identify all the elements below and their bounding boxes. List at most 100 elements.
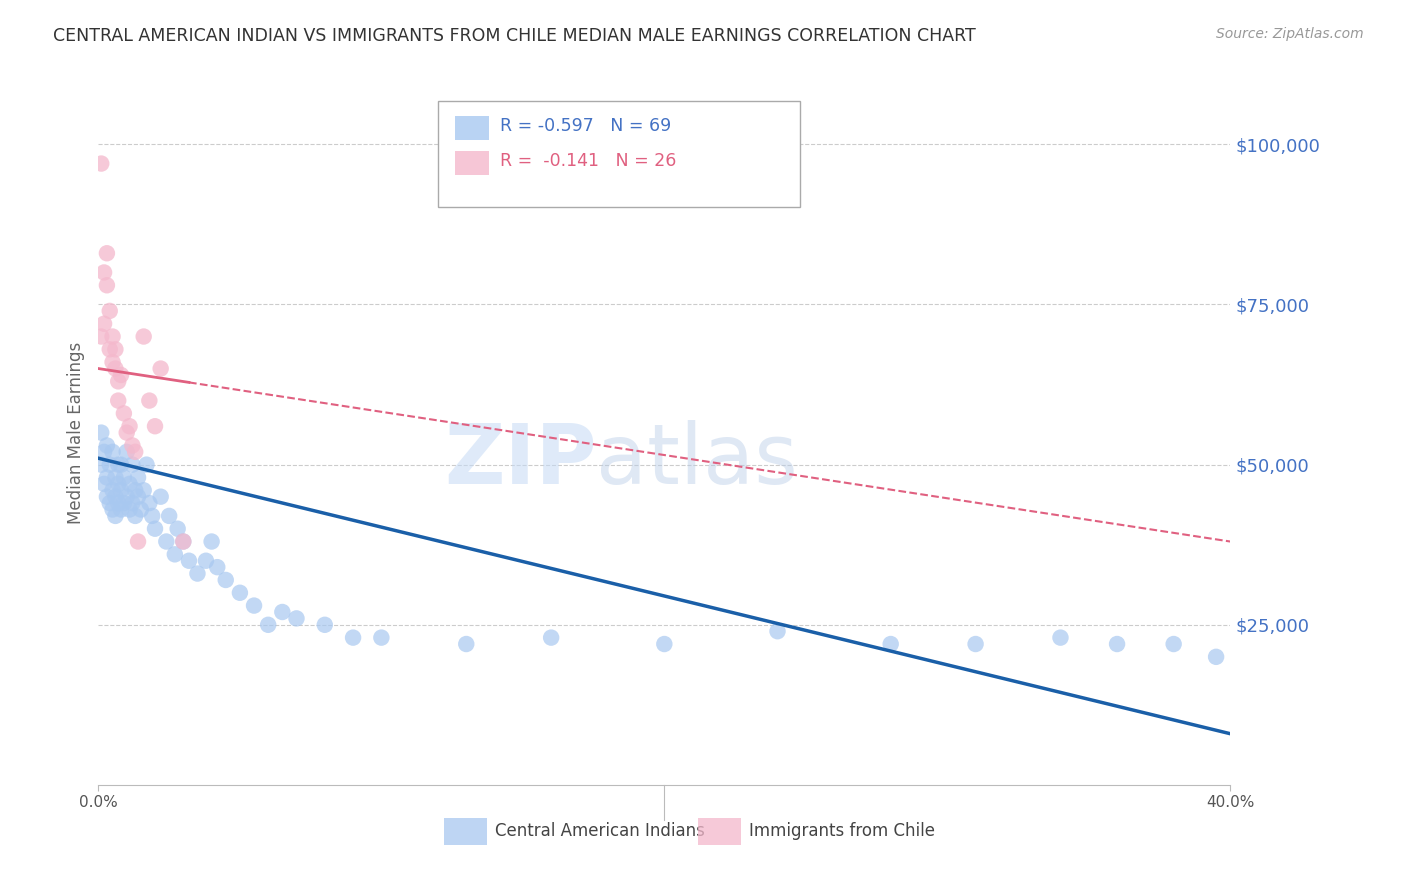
Point [96, 438, 118, 452]
Point [115, 445, 138, 459]
Point [271, 605, 294, 619]
Point [98, 458, 121, 472]
Point [314, 617, 336, 632]
Point [93, 476, 115, 491]
Point [112, 406, 135, 420]
Text: Source: ZipAtlas.com: Source: ZipAtlas.com [1216, 27, 1364, 41]
Point [163, 547, 186, 561]
Point [107, 458, 129, 472]
Point [143, 419, 166, 434]
Point [104, 490, 127, 504]
Point [118, 419, 141, 434]
Point [229, 586, 252, 600]
Point [98, 304, 121, 318]
Point [124, 508, 146, 523]
Point [101, 355, 124, 369]
Point [138, 496, 160, 510]
Point [127, 534, 149, 549]
Point [110, 502, 132, 516]
Point [118, 502, 141, 516]
Point [112, 496, 135, 510]
Point [107, 476, 129, 491]
Text: Central American Indians: Central American Indians [495, 822, 704, 840]
Point [129, 502, 152, 516]
Point [90, 329, 112, 343]
Bar [699, 818, 741, 845]
Point [115, 490, 138, 504]
Point [121, 496, 143, 510]
Point [101, 502, 124, 516]
Point [456, 637, 478, 651]
Point [112, 470, 135, 484]
Point [370, 631, 392, 645]
Text: Immigrants from Chile: Immigrants from Chile [749, 822, 935, 840]
Point [880, 637, 903, 651]
Point [127, 470, 149, 484]
Point [124, 483, 146, 498]
Point [1107, 637, 1129, 651]
Point [652, 637, 676, 651]
Point [257, 617, 280, 632]
Point [157, 508, 180, 523]
Point [93, 445, 115, 459]
Point [540, 631, 562, 645]
Point [138, 393, 160, 408]
Point [110, 368, 132, 382]
Point [121, 458, 143, 472]
Point [90, 425, 112, 440]
Point [118, 476, 141, 491]
Point [124, 445, 146, 459]
Point [207, 560, 229, 574]
Point [121, 438, 143, 452]
Point [101, 483, 124, 498]
Point [96, 246, 118, 260]
Point [285, 611, 308, 625]
Point [93, 265, 115, 279]
Point [115, 425, 138, 440]
FancyBboxPatch shape [439, 102, 800, 207]
Point [135, 458, 157, 472]
Y-axis label: Median Male Earnings: Median Male Earnings [66, 342, 84, 524]
Point [177, 554, 200, 568]
Point [172, 534, 194, 549]
Point [143, 522, 166, 536]
Point [172, 534, 194, 549]
Point [90, 458, 112, 472]
Point [149, 361, 172, 376]
Point [101, 329, 124, 343]
Point [166, 522, 188, 536]
Point [93, 317, 115, 331]
Point [104, 343, 127, 357]
Point [1163, 637, 1185, 651]
Point [90, 156, 112, 170]
Point [215, 573, 238, 587]
Text: R = -0.597   N = 69: R = -0.597 N = 69 [501, 117, 672, 135]
Point [107, 496, 129, 510]
Point [110, 483, 132, 498]
Point [766, 624, 789, 639]
Point [965, 637, 987, 651]
Point [107, 375, 129, 389]
Point [194, 554, 217, 568]
Point [141, 508, 163, 523]
Point [132, 329, 155, 343]
Bar [456, 116, 489, 140]
Point [96, 278, 118, 293]
Point [104, 470, 127, 484]
Point [342, 631, 364, 645]
Point [243, 599, 266, 613]
Text: ZIP: ZIP [444, 420, 596, 501]
Point [96, 470, 118, 484]
Point [101, 445, 124, 459]
Text: atlas: atlas [596, 420, 799, 501]
Point [98, 343, 121, 357]
Point [1049, 631, 1071, 645]
Point [96, 490, 118, 504]
Point [149, 490, 172, 504]
Point [107, 393, 129, 408]
Point [127, 490, 149, 504]
Text: CENTRAL AMERICAN INDIAN VS IMMIGRANTS FROM CHILE MEDIAN MALE EARNINGS CORRELATIO: CENTRAL AMERICAN INDIAN VS IMMIGRANTS FR… [53, 27, 976, 45]
Point [132, 483, 155, 498]
Point [155, 534, 177, 549]
Point [104, 361, 127, 376]
